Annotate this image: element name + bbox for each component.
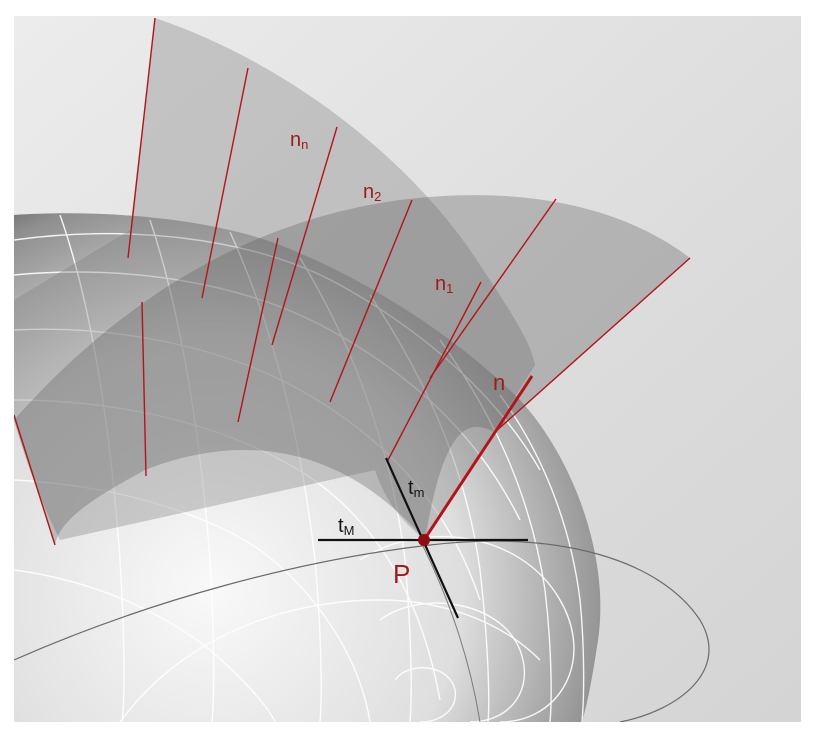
label-n: n [493,370,505,395]
point-P-marker [418,534,430,546]
label-P: P [393,559,410,589]
